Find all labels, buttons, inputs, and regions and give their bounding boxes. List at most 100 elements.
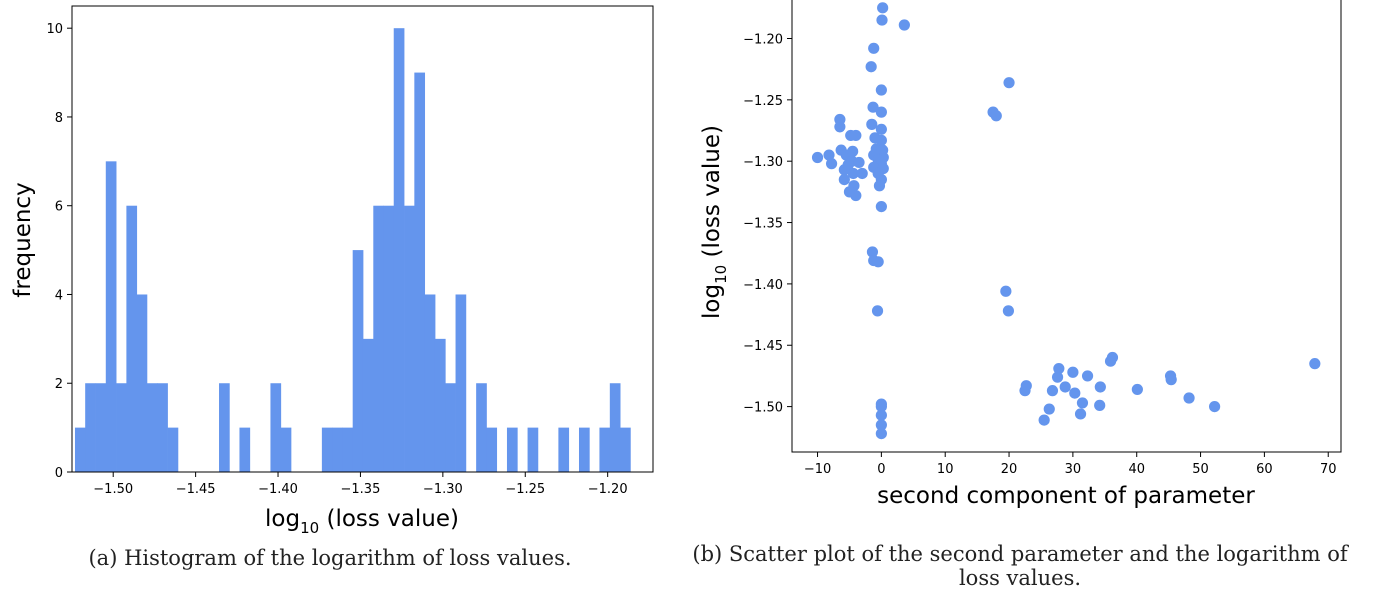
scatter-point [1046, 385, 1059, 397]
histogram-bar [126, 205, 138, 472]
scatter-point [875, 134, 887, 146]
histogram-bar [146, 383, 158, 472]
scatter-point [867, 101, 879, 113]
histogram-x-ticks: −1.50 −1.45 −1.40 −1.35 −1.30 −1.25 −1.20 [93, 472, 628, 497]
scatter-y-ticks: −1.20 −1.25 −1.30 −1.35 −1.40 −1.45 −1.50 [743, 32, 792, 416]
scatter-chart: −10 0 10 20 30 40 50 60 70 −1.20−1.25−1.30−1.35−… [699, 0, 1342, 509]
scatter-point [1003, 77, 1015, 89]
y-tick-label: −1.45 [743, 339, 783, 354]
scatter-point [871, 305, 884, 317]
histogram-bar [620, 427, 631, 472]
scatter-point [873, 180, 886, 192]
scatter-points [811, 2, 1321, 440]
scatter-point [1053, 362, 1065, 375]
y-tick-label: −1.20 [743, 32, 783, 47]
x-tick-label: −1.45 [176, 482, 216, 497]
scatter-point [875, 409, 887, 421]
x-tick-label: −1.25 [505, 482, 545, 497]
histogram-bar [609, 383, 621, 472]
x-tick-label: 50 [1192, 462, 1209, 477]
histogram-bar [167, 427, 179, 472]
histogram-bar [332, 427, 343, 472]
scatter-point [1020, 380, 1032, 392]
histogram-bar [280, 427, 292, 472]
scatter-point [825, 158, 838, 170]
x-tick-label: 10 [937, 462, 954, 477]
histogram-bar [362, 338, 374, 472]
x-tick-label: −1.50 [93, 482, 133, 497]
scatter-y-axis-label: log10 (loss value) [699, 125, 730, 319]
caption-b: (b) Scatter plot of the second parameter… [692, 542, 1348, 590]
scatter-point [875, 401, 887, 413]
histogram-bar [219, 383, 230, 472]
scatter-point [866, 246, 879, 258]
scatter-point [1067, 366, 1079, 378]
scatter-x-axis-label: second component of parameter [877, 483, 1255, 509]
scatter-point [1309, 358, 1321, 370]
x-tick-label: 0 [877, 462, 885, 477]
y-tick-label: −1.50 [743, 401, 783, 416]
scatter-point [875, 200, 887, 213]
x-tick-label: 30 [1065, 462, 1082, 477]
histogram-bar [342, 427, 353, 472]
x-tick-label: 20 [1001, 462, 1018, 477]
histogram-bar [506, 427, 518, 472]
x-tick-label: 70 [1320, 462, 1337, 477]
histogram-bar [424, 294, 436, 472]
scatter-point [1076, 397, 1089, 409]
histogram-bar [578, 427, 590, 472]
histogram-bar [85, 383, 96, 472]
y-tick-label: 4 [55, 288, 63, 303]
scatter-point [875, 123, 887, 135]
scatter-point [1043, 403, 1055, 415]
scatter-point [856, 167, 868, 180]
y-tick-label: 10 [46, 22, 63, 37]
scatter-point [877, 2, 889, 14]
scatter-point [875, 84, 887, 96]
histogram-bar [599, 427, 611, 472]
scatter-point [1131, 383, 1143, 396]
scatter-point [1165, 374, 1177, 386]
scatter-point [1106, 351, 1119, 364]
histogram-bar [527, 427, 539, 472]
x-tick-label: −1.30 [423, 482, 463, 497]
x-tick-label: 40 [1128, 462, 1145, 477]
y-tick-label: 6 [55, 200, 63, 215]
histogram-bar [404, 205, 415, 472]
y-tick-label: −1.25 [743, 94, 783, 109]
scatter-point [875, 106, 887, 118]
scatter-point [866, 118, 878, 130]
scatter-point [838, 174, 850, 186]
x-tick-label: −10 [804, 462, 831, 477]
histogram-chart: −1.50 −1.45 −1.40 −1.35 −1.30 −1.25 −1.20 0 2 4 6… [10, 5, 654, 537]
histogram-bar [136, 294, 148, 472]
histogram-bar [74, 427, 86, 472]
histogram-bar [373, 205, 384, 472]
scatter-point [1051, 371, 1064, 383]
histogram-bar [383, 205, 395, 472]
histogram-bar [558, 427, 570, 472]
histogram-bar [393, 28, 405, 472]
figure-panels: −1.50 −1.45 −1.40 −1.35 −1.30 −1.25 −1.20 0 2 4 6… [10, 0, 1342, 537]
x-tick-label: −1.35 [341, 482, 381, 497]
histogram-bar [105, 161, 117, 473]
scatter-point [1094, 399, 1106, 411]
y-tick-label: −1.35 [743, 217, 783, 232]
scatter-point [1209, 401, 1221, 413]
histogram-y-ticks: 0 2 4 6 8 10 [46, 22, 72, 481]
x-tick-label: −1.20 [588, 482, 628, 497]
scatter-point [1000, 285, 1012, 297]
scatter-point [872, 256, 884, 268]
scatter-point [847, 167, 859, 180]
scatter-frame [791, 0, 1342, 453]
histogram-y-axis-label: frequency [10, 182, 36, 297]
scatter-point [1081, 370, 1094, 382]
x-tick-label: 60 [1256, 462, 1273, 477]
scatter-x-ticks: −10 0 10 20 30 40 50 60 70 [804, 452, 1337, 477]
histogram-bar [239, 427, 251, 472]
scatter-point [843, 186, 856, 198]
histogram-bars [74, 28, 631, 473]
histogram-bar [414, 72, 426, 473]
histogram-bar [455, 294, 467, 472]
scatter-point [823, 149, 835, 161]
